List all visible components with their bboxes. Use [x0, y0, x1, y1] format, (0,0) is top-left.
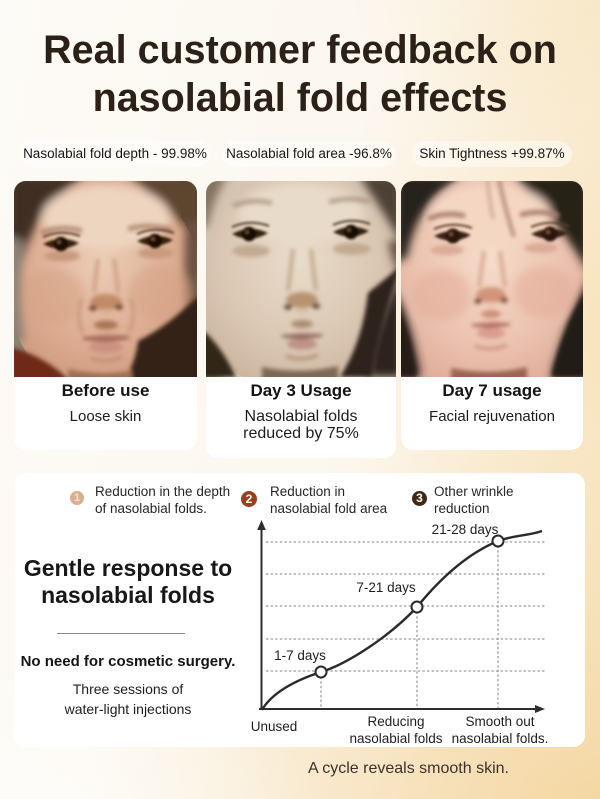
svg-text:nasolabial folds.: nasolabial folds.: [452, 731, 549, 746]
svg-text:1-7 days: 1-7 days: [274, 648, 326, 663]
svg-text:7-21 days: 7-21 days: [356, 580, 416, 595]
svg-text:nasolabial folds: nasolabial folds: [349, 731, 442, 746]
svg-text:Reducing: Reducing: [367, 714, 424, 729]
svg-text:Smooth out: Smooth out: [465, 714, 534, 729]
svg-text:Unused: Unused: [251, 719, 298, 734]
svg-text:21-28 days: 21-28 days: [432, 522, 499, 537]
